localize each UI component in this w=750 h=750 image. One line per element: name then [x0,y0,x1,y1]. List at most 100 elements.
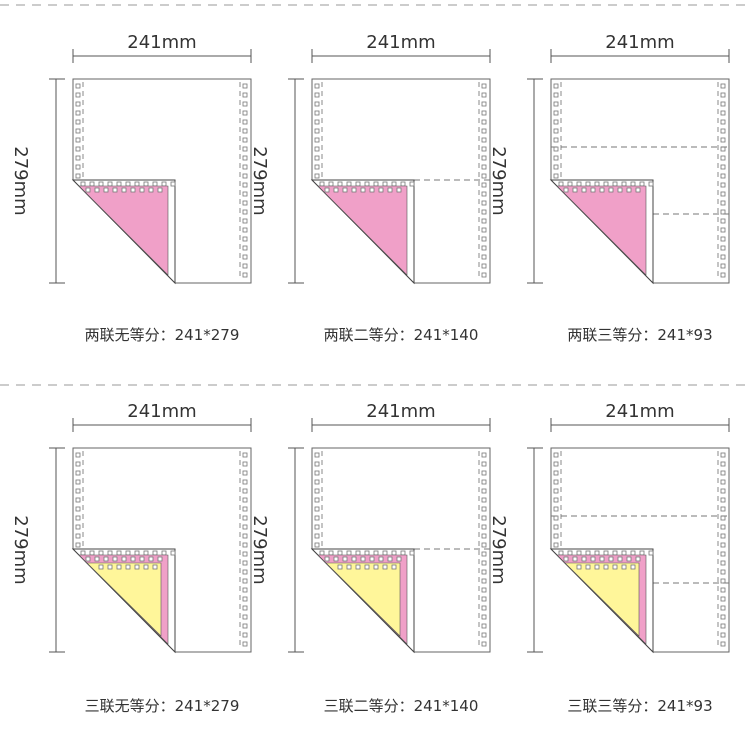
pinhole [314,92,320,98]
pinhole [594,550,600,556]
width-label: 241mm [127,32,196,53]
pinhole [314,164,320,170]
format-panel: 241mm 279mm 两联无等分：241*279 [10,32,252,344]
pinhole [242,479,248,485]
pinhole [328,181,334,187]
pinhole [157,187,163,193]
pinhole [720,515,726,521]
pinhole [720,479,726,485]
pinhole [558,550,564,556]
pinhole [351,556,357,562]
pinhole [481,164,487,170]
pinhole [242,101,248,107]
pinhole [314,155,320,161]
pinhole [387,556,393,562]
pinhole [355,181,361,187]
pinhole [553,452,559,458]
pink-ply [556,185,647,276]
pinhole [481,551,487,557]
pinhole [161,550,167,556]
pinhole [585,550,591,556]
pinhole [599,187,605,193]
pinhole [481,497,487,503]
pinhole [121,556,127,562]
pinhole [400,550,406,556]
pinhole [409,181,415,187]
pinhole [553,137,559,143]
pinhole [75,164,81,170]
pinhole [481,245,487,251]
pinhole [242,254,248,260]
pinhole [567,550,573,556]
pinhole [103,187,109,193]
pinhole [143,564,149,570]
pinhole [553,173,559,179]
pinhole [242,137,248,143]
pinhole [314,506,320,512]
pinhole [75,461,81,467]
pinhole [328,550,334,556]
pinhole [720,272,726,278]
yellow-ply [564,562,640,637]
pinhole [116,181,122,187]
pinhole [720,128,726,134]
pinhole [635,187,641,193]
pinhole [553,128,559,134]
pinhole [242,623,248,629]
pinhole [89,181,95,187]
pinhole [75,173,81,179]
pinhole [75,110,81,116]
pinhole [481,614,487,620]
pinhole [720,569,726,575]
pinhole [720,461,726,467]
pinhole [143,181,149,187]
pinhole [481,182,487,188]
pinhole [553,101,559,107]
pinhole [157,556,163,562]
pinhole [242,542,248,548]
pinhole [314,146,320,152]
pinhole [75,515,81,521]
pinhole [382,550,388,556]
pinhole [639,550,645,556]
pinhole [107,181,113,187]
pinhole [481,83,487,89]
pinhole [319,550,325,556]
pinhole [314,137,320,143]
pinhole [585,564,591,570]
pinhole [553,542,559,548]
pinhole [553,497,559,503]
pinhole [242,245,248,251]
pinhole [170,181,176,187]
pinhole [75,542,81,548]
pinhole [314,515,320,521]
pinhole [599,556,605,562]
pinhole [720,182,726,188]
pinhole [75,533,81,539]
pinhole [630,564,636,570]
format-panel: 241mm 279mm 三联二等分：241*140 [249,401,491,715]
pinhole [107,550,113,556]
pinhole [603,550,609,556]
pinhole [553,533,559,539]
pinhole [553,524,559,530]
pinhole [576,550,582,556]
pinhole [481,263,487,269]
pinhole [242,569,248,575]
pinhole [481,119,487,125]
pinhole [107,564,113,570]
pinhole [242,551,248,557]
pinhole [481,128,487,134]
pinhole [481,596,487,602]
pinhole [626,187,632,193]
pinhole [98,550,104,556]
pinhole [481,461,487,467]
pinhole [720,506,726,512]
pinhole [720,83,726,89]
pinhole [364,550,370,556]
pinhole [314,128,320,134]
pinhole [333,187,339,193]
format-caption: 两联二等分：241*140 [324,326,479,344]
pinhole [80,181,86,187]
pinhole [242,227,248,233]
